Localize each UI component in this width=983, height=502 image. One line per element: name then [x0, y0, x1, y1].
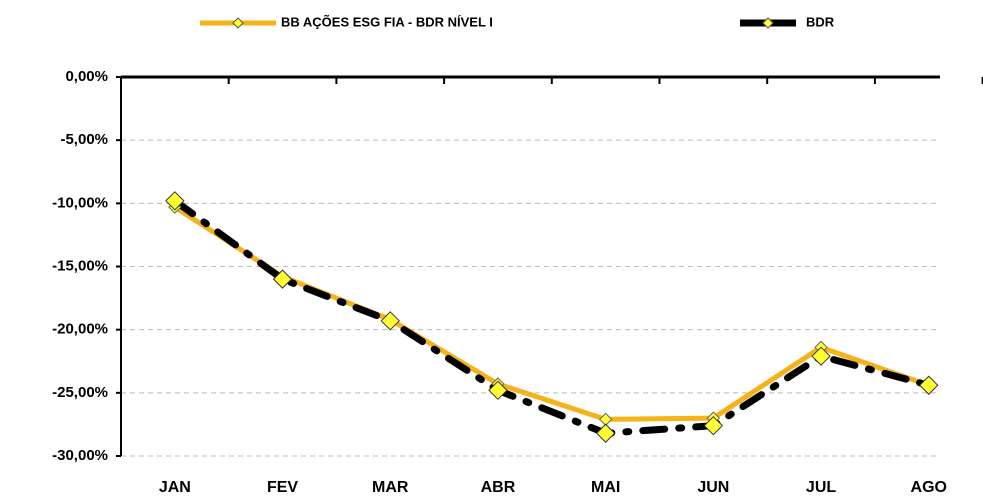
x-tick-label: AGO: [911, 479, 947, 496]
y-tick-label: -30,00%: [52, 447, 108, 464]
y-tick-label: -15,00%: [52, 257, 108, 274]
x-tick-label: ABR: [481, 479, 516, 496]
marker: [380, 311, 400, 331]
x-tick-label: JUL: [806, 479, 836, 496]
series-line: [171, 197, 933, 437]
marker: [595, 423, 616, 443]
marker: [488, 380, 508, 401]
marker: [272, 269, 293, 289]
x-tick-label: MAI: [591, 479, 620, 496]
x-tick-label: MAR: [372, 479, 409, 496]
y-tick-label: -10,00%: [52, 194, 108, 211]
y-tick-label: -25,00%: [52, 384, 108, 401]
legend-label: BDR: [806, 14, 835, 29]
marker: [165, 191, 185, 211]
x-tick-label: FEV: [267, 479, 298, 496]
legend-label: BB AÇÕES ESG FIA - BDR NÍVEL I: [281, 14, 493, 29]
x-tick-label: JAN: [159, 479, 191, 496]
marker: [919, 375, 939, 395]
x-tick-label: JUN: [697, 479, 729, 496]
y-tick-label: -20,00%: [52, 321, 108, 338]
marker: [703, 415, 724, 436]
series-line: [172, 204, 932, 422]
legend-marker: [232, 17, 244, 29]
y-tick-label: -5,00%: [60, 131, 108, 148]
legend-marker: [762, 17, 774, 29]
y-tick-label: 0,00%: [65, 68, 108, 85]
marker: [811, 346, 831, 366]
